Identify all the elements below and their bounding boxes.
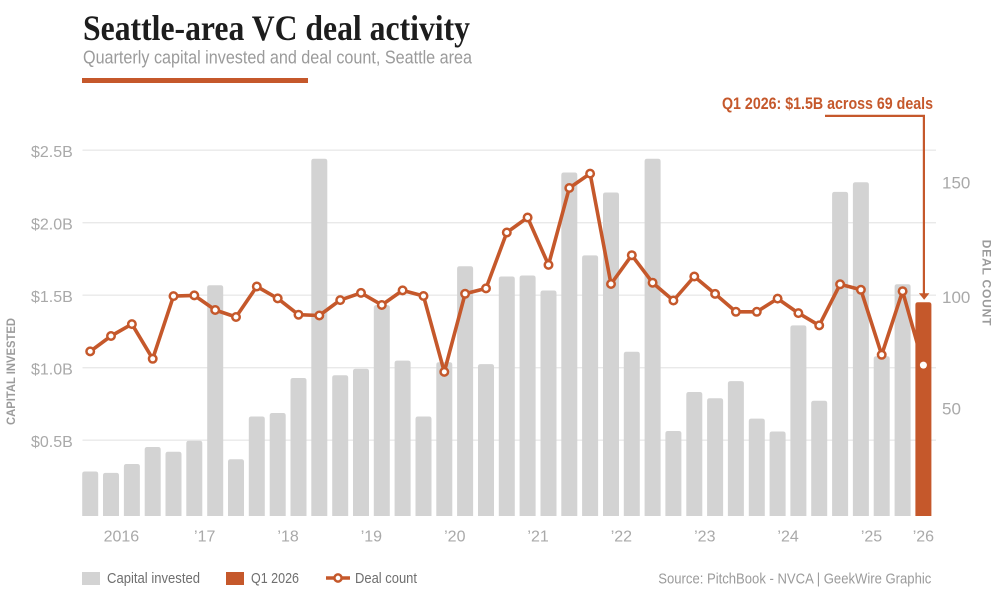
svg-text:’17: ’17 <box>194 529 215 546</box>
svg-text:DEAL COUNT: DEAL COUNT <box>980 240 994 326</box>
svg-text:Capital invested: Capital invested <box>107 570 200 587</box>
svg-text:’20: ’20 <box>444 529 465 546</box>
svg-text:’18: ’18 <box>277 529 298 546</box>
svg-text:$2.0B: $2.0B <box>31 216 73 233</box>
svg-text:50: 50 <box>942 399 961 418</box>
svg-text:150: 150 <box>942 174 970 193</box>
svg-text:’23: ’23 <box>694 529 715 546</box>
svg-text:’22: ’22 <box>611 529 632 546</box>
svg-text:$1.5B: $1.5B <box>31 289 73 306</box>
svg-text:Q1 2026: Q1 2026 <box>251 570 299 587</box>
svg-text:Q1 2026: $1.5B across 69 deals: Q1 2026: $1.5B across 69 deals <box>722 95 933 113</box>
svg-text:Source: PitchBook - NVCA | Gee: Source: PitchBook - NVCA | GeekWire Grap… <box>658 570 931 587</box>
svg-text:2016: 2016 <box>104 529 140 546</box>
svg-text:’25: ’25 <box>861 529 882 546</box>
svg-text:CAPITAL INVESTED: CAPITAL INVESTED <box>4 318 18 425</box>
svg-text:’19: ’19 <box>361 529 382 546</box>
svg-text:$2.5B: $2.5B <box>31 144 73 161</box>
svg-text:’21: ’21 <box>527 529 548 546</box>
svg-text:100: 100 <box>942 288 970 307</box>
svg-text:$0.5B: $0.5B <box>31 434 73 451</box>
svg-text:’24: ’24 <box>777 529 798 546</box>
svg-text:Deal count: Deal count <box>355 570 418 587</box>
svg-text:Quarterly capital invested and: Quarterly capital invested and deal coun… <box>83 48 473 68</box>
svg-text:$1.0B: $1.0B <box>31 361 73 378</box>
svg-text:’26: ’26 <box>913 529 934 546</box>
svg-text:Seattle-area VC deal activity: Seattle-area VC deal activity <box>83 8 470 48</box>
